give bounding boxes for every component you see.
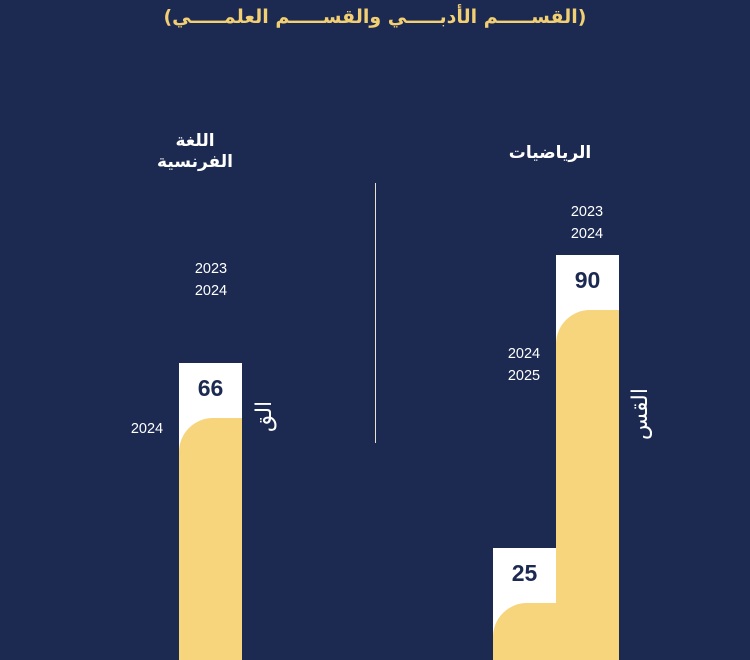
math-title: الرياضيات xyxy=(480,143,620,164)
french-year-label-2023: 2023 2024 xyxy=(176,258,246,302)
french-title-line-1: اللغة xyxy=(140,131,250,152)
french-year-line-1: 2024 xyxy=(112,418,182,440)
french-title: اللغة الفرنسية xyxy=(140,131,250,173)
french-bar-2023-value: 66 xyxy=(179,375,242,402)
french-title-line-2: الفرنسية xyxy=(140,152,250,173)
french-year-line-2: 2024 xyxy=(176,280,246,302)
page-subtitle: (القســـــم الأدبـــــي والقســـــم العل… xyxy=(0,6,750,28)
french-bar-2023: 66 xyxy=(179,363,242,660)
math-year-line-2: 2025 xyxy=(489,365,559,387)
french-year-label-2024: 2024 xyxy=(112,418,182,440)
math-year-line-1: 2023 xyxy=(552,201,622,223)
french-side-label: الق xyxy=(252,401,277,432)
math-side-label: القس xyxy=(628,388,653,440)
french-bar-2023-fill xyxy=(179,418,242,660)
math-year-label-2023: 2023 2024 xyxy=(552,201,622,245)
math-bar-2023: 90 xyxy=(556,255,619,660)
math-bar-2023-value: 90 xyxy=(556,267,619,294)
math-bar-2024-fill xyxy=(493,603,556,660)
math-bar-2023-fill xyxy=(556,310,619,660)
math-year-label-2024: 2024 2025 xyxy=(489,343,559,387)
panel-divider xyxy=(375,183,376,443)
math-bar-2024-value: 25 xyxy=(493,560,556,587)
math-year-line-1: 2024 xyxy=(489,343,559,365)
french-year-line-1: 2023 xyxy=(176,258,246,280)
math-year-line-2: 2024 xyxy=(552,223,622,245)
math-bar-2024: 25 xyxy=(493,548,556,660)
